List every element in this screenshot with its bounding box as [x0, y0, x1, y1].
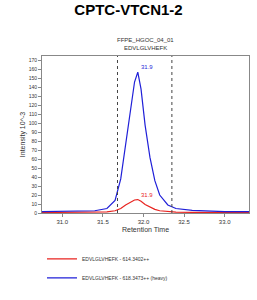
- svg-text:32.5: 32.5: [178, 219, 190, 225]
- svg-text:31.5: 31.5: [97, 219, 109, 225]
- svg-text:140: 140: [29, 84, 38, 90]
- svg-text:80: 80: [31, 138, 37, 144]
- svg-text:0: 0: [34, 210, 37, 216]
- svg-text:EDVLGLVHEFK: EDVLGLVHEFK: [124, 45, 167, 51]
- svg-text:70: 70: [31, 147, 37, 153]
- svg-text:31.0: 31.0: [56, 219, 68, 225]
- svg-text:30: 30: [31, 183, 37, 189]
- svg-text:100: 100: [29, 120, 38, 126]
- svg-text:170: 170: [29, 57, 38, 63]
- svg-text:90: 90: [31, 129, 37, 135]
- svg-text:130: 130: [29, 93, 38, 99]
- svg-text:FFPE_HGOC_04_01: FFPE_HGOC_04_01: [117, 37, 174, 43]
- svg-text:110: 110: [29, 111, 37, 117]
- svg-text:40: 40: [31, 174, 37, 180]
- svg-text:EDVLGLVHEFK - 618.3473++ (heav: EDVLGLVHEFK - 618.3473++ (heavy): [82, 275, 168, 281]
- svg-text:150: 150: [29, 75, 38, 81]
- svg-text:Retention Time: Retention Time: [122, 226, 169, 233]
- svg-text:120: 120: [29, 102, 38, 108]
- svg-text:50: 50: [31, 165, 37, 171]
- svg-text:60: 60: [31, 156, 37, 162]
- svg-text:32.0: 32.0: [138, 219, 150, 225]
- svg-text:EDVLGLVHEFK - 614.3402++: EDVLGLVHEFK - 614.3402++: [82, 256, 149, 262]
- svg-text:33.0: 33.0: [219, 219, 231, 225]
- svg-text:10: 10: [31, 201, 37, 207]
- svg-text:CPTC-VTCN1-2: CPTC-VTCN1-2: [74, 1, 182, 18]
- svg-text:31.9: 31.9: [141, 64, 153, 70]
- svg-text:160: 160: [29, 66, 38, 72]
- svg-text:20: 20: [31, 192, 37, 198]
- svg-text:Intensity 10^-3: Intensity 10^-3: [19, 112, 27, 157]
- svg-text:31.9: 31.9: [141, 192, 153, 198]
